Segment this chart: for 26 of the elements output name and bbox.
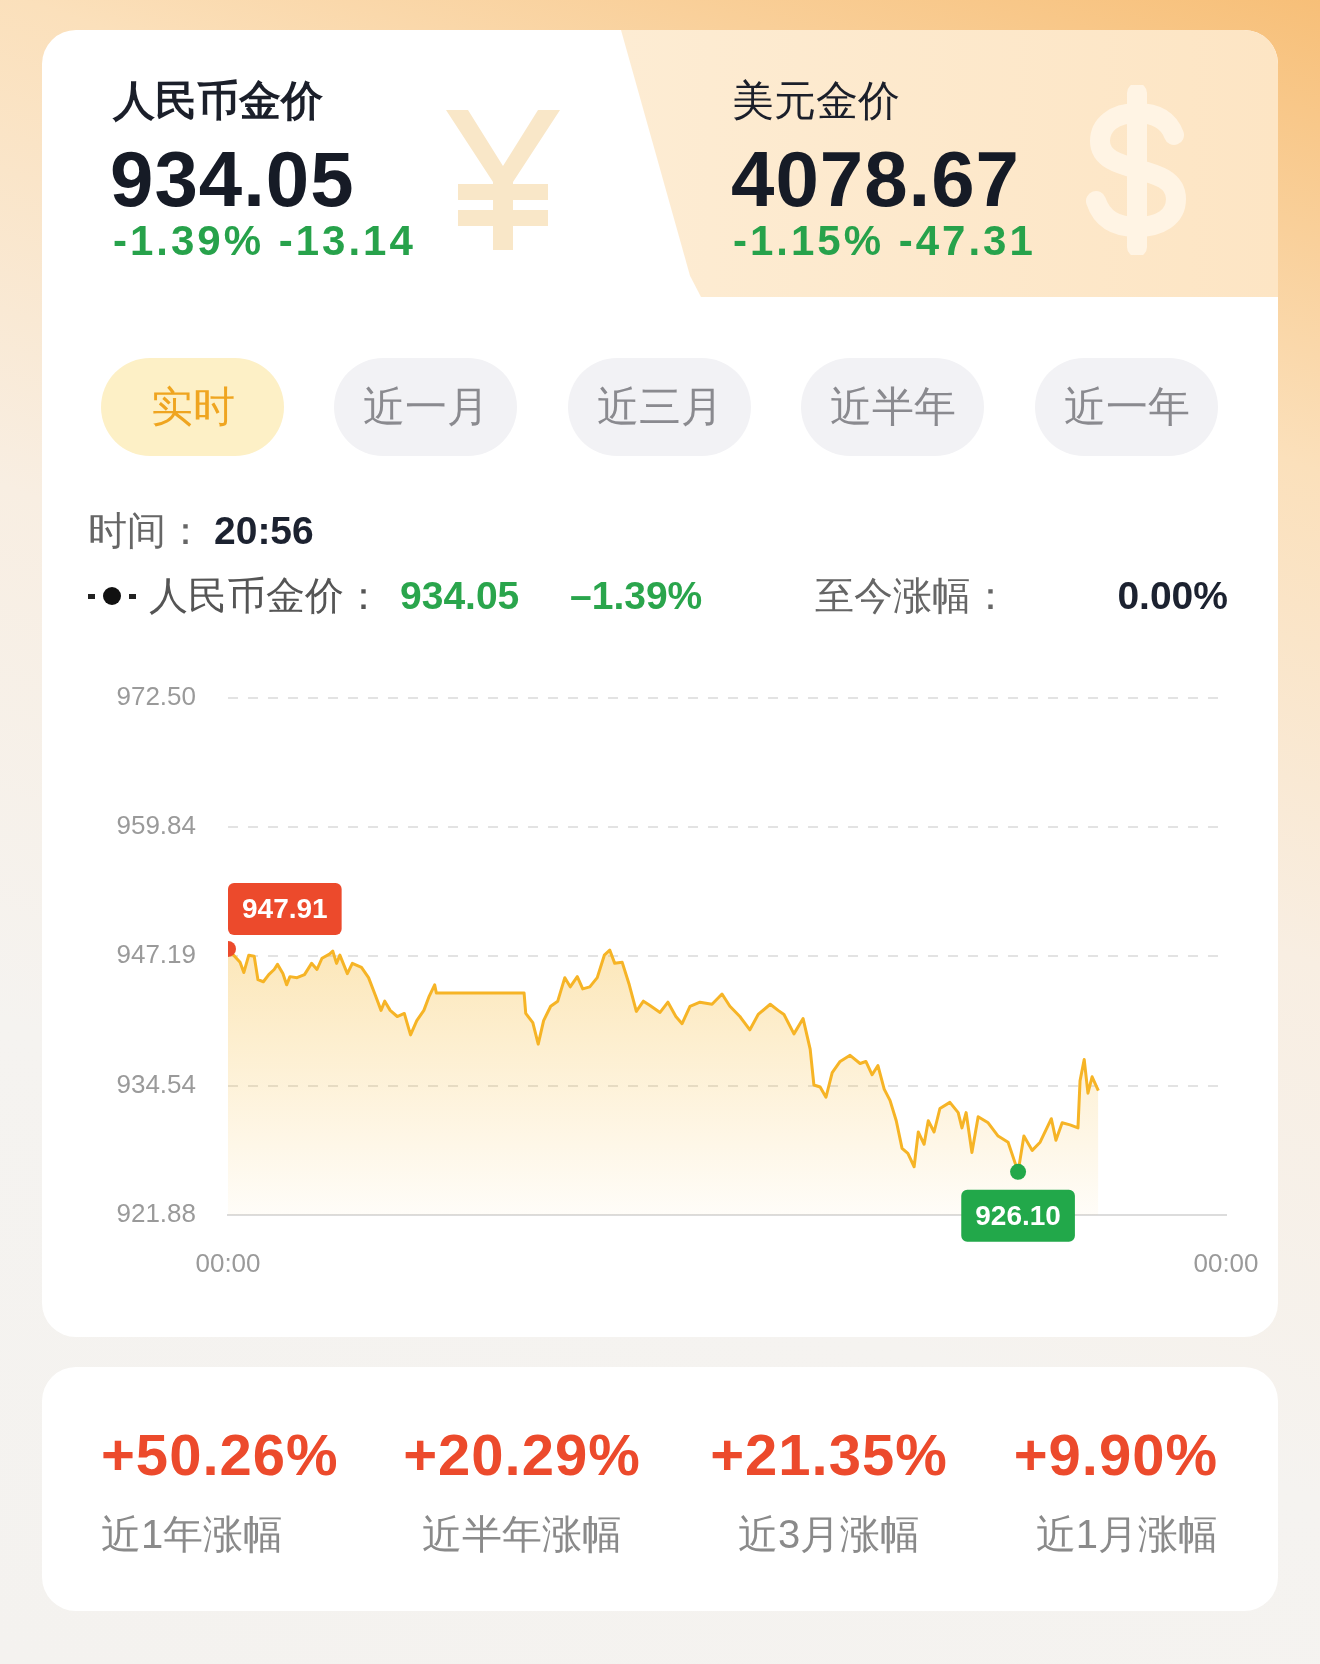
text: 至今涨幅： <box>815 574 1010 617</box>
text: +50.26% <box>101 1422 339 1487</box>
text: 美元金价 <box>732 77 900 124</box>
y-tick-label: 972.50 <box>116 680 196 711</box>
text: 时间： <box>88 509 205 552</box>
text: 人民币金价 <box>113 77 323 124</box>
text: 20:56 <box>214 509 314 552</box>
y-tick-label: 959.84 <box>116 810 196 841</box>
y-tick-label: 947.19 <box>116 939 196 970</box>
text: 近半年涨幅 <box>422 1512 622 1556</box>
text: 人民币金价： <box>149 574 383 617</box>
text: 近1月涨幅 <box>1035 1512 1218 1556</box>
text: +20.29% <box>403 1422 641 1487</box>
x-tick-label: 00:00 <box>1193 1247 1259 1278</box>
text: +21.35% <box>710 1422 948 1487</box>
text: 近1年涨幅 <box>101 1512 284 1556</box>
x-tick-label: 00:00 <box>195 1247 261 1278</box>
y-tick-label: 934.54 <box>116 1068 196 1099</box>
text: 近3月涨幅 <box>737 1512 921 1556</box>
text: 0.00% <box>1117 574 1228 617</box>
annotation: 926.10 <box>975 1199 1061 1231</box>
text: –1.39% <box>570 574 703 617</box>
annotation: 947.91 <box>242 892 328 924</box>
text: 934.05 <box>400 574 520 617</box>
text: +9.90% <box>1013 1422 1218 1487</box>
y-tick-label: 921.88 <box>116 1198 196 1229</box>
